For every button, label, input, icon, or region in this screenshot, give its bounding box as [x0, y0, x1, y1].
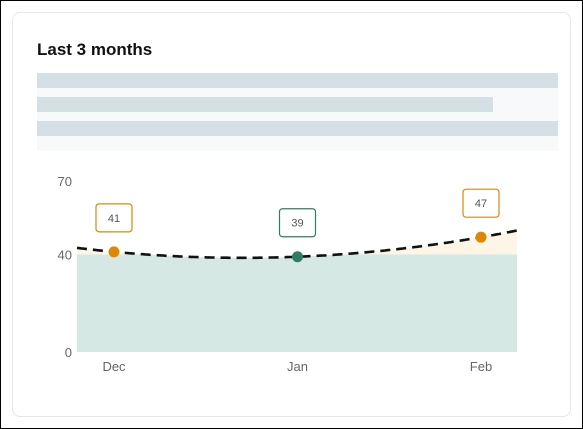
y-tick-label: 70: [58, 174, 72, 189]
area-below-baseline: [77, 254, 517, 352]
data-label: 41: [108, 213, 120, 225]
placeholder-bar: [37, 121, 558, 136]
data-label-box: [278, 208, 317, 238]
data-point[interactable]: [108, 246, 120, 258]
card-title: Last 3 months: [37, 40, 153, 59]
x-tick-label: Feb: [470, 359, 492, 374]
trend-line: [76, 229, 518, 260]
placeholder-bar: [37, 73, 558, 88]
data-label: 39: [291, 218, 303, 230]
data-point[interactable]: [292, 251, 303, 263]
area-above-baseline: [77, 230, 517, 255]
y-tick-label: 0: [65, 345, 72, 360]
placeholder-bar: [37, 97, 494, 112]
data-label-box: [462, 188, 500, 218]
x-tick-label: Jan: [287, 359, 308, 374]
data-label: 47: [475, 198, 487, 210]
y-tick-label: 40: [58, 247, 72, 262]
data-label-box: [95, 203, 133, 233]
data-point[interactable]: [475, 231, 487, 243]
loading-placeholder: [37, 73, 558, 151]
x-tick-label: Dec: [102, 359, 126, 374]
